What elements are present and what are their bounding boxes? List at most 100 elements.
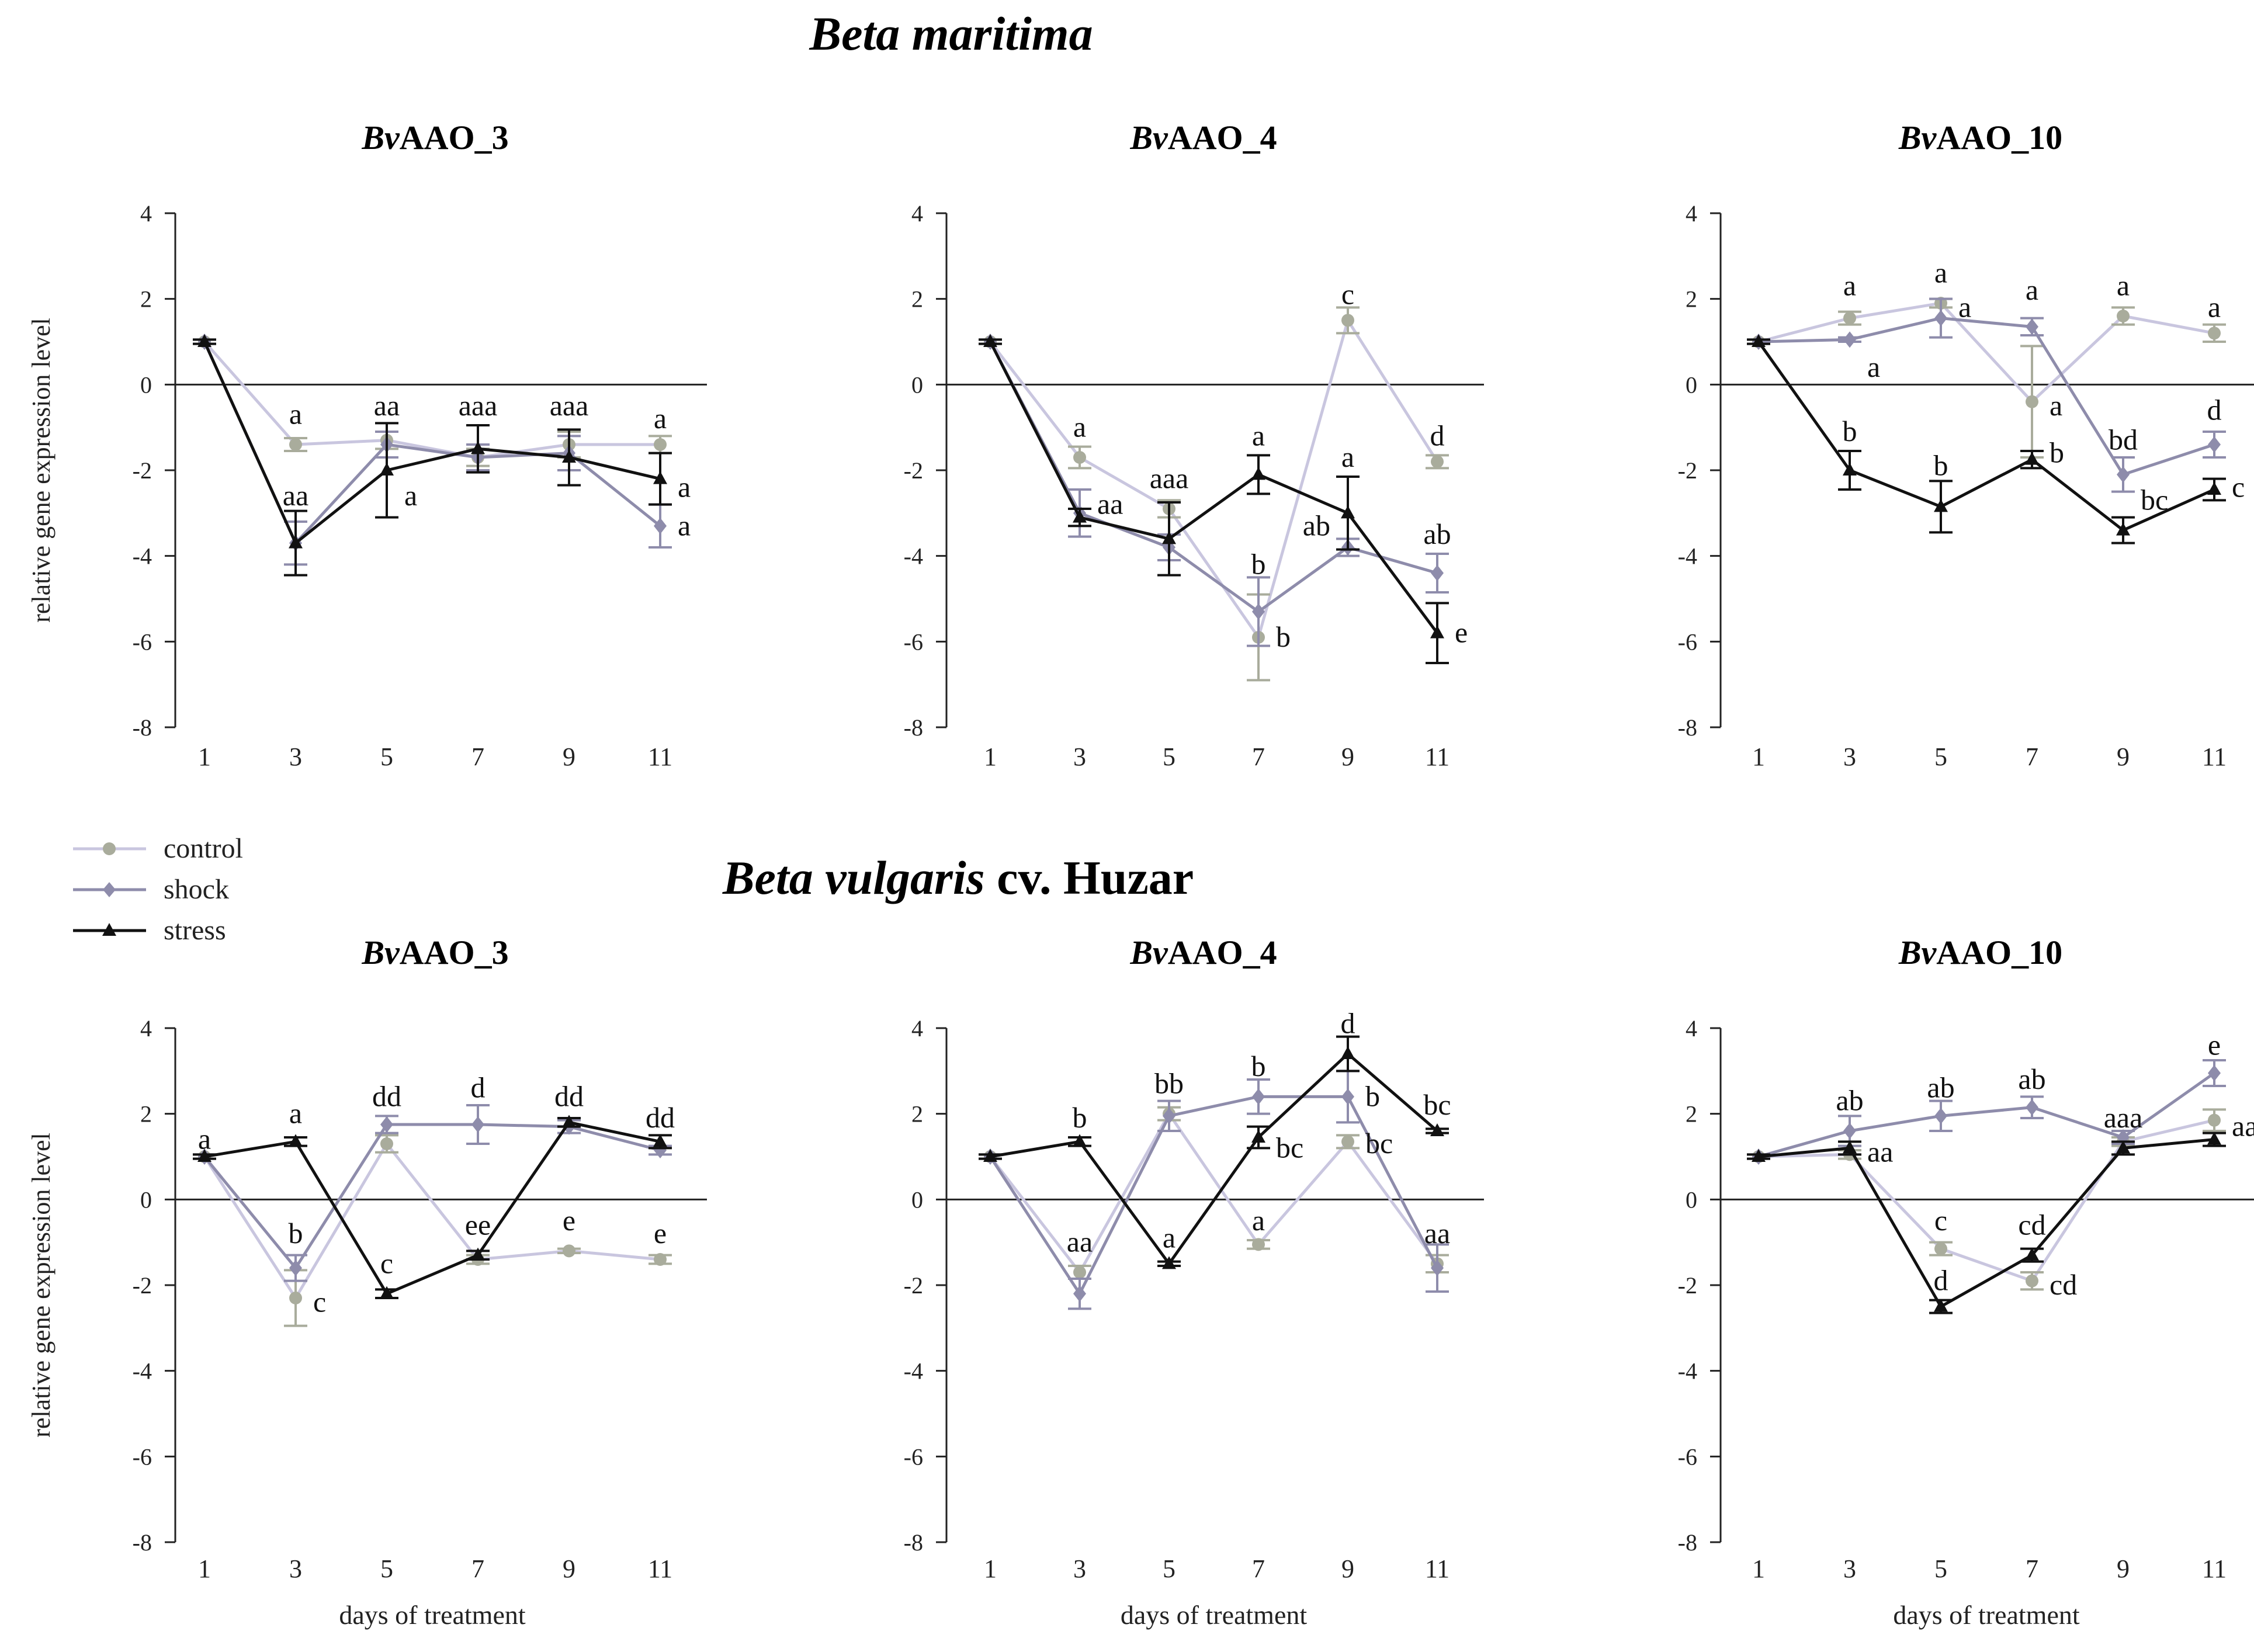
panel-title: BvAAO_4 [1129, 933, 1277, 971]
significance-label: ab [1927, 1071, 1954, 1104]
series-line-control [203, 1141, 661, 1301]
point-stress [1934, 499, 1948, 512]
point-control [2117, 310, 2130, 322]
significance-label: aa [1067, 1226, 1093, 1258]
x-tick-label: 5 [1934, 1554, 1947, 1583]
point-control [654, 1253, 667, 1266]
x-tick-label: 11 [648, 1554, 672, 1583]
significance-label: b [1251, 547, 1266, 580]
point-control [1073, 451, 1086, 464]
significance-label: a [2026, 273, 2038, 306]
point-stress [1073, 509, 1087, 523]
point-stress [2207, 482, 2221, 495]
significance-label: d [1341, 1007, 1355, 1040]
significance-label: a [1867, 350, 1880, 383]
point-control [380, 1137, 393, 1150]
significance-label: ee [465, 1208, 491, 1241]
point-shock [2208, 436, 2221, 453]
y-tick-label: -6 [133, 629, 152, 655]
significance-label: a [1341, 440, 1354, 473]
panel-title-rest: AAO_4 [1168, 933, 1277, 971]
y-tick-label: -8 [1678, 714, 1697, 741]
y-tick-label: 0 [140, 372, 152, 398]
y-tick-label: 0 [911, 372, 923, 398]
point-control [289, 438, 302, 451]
point-control [1431, 455, 1444, 468]
significance-label: aaa [550, 389, 589, 422]
series-line-stress [203, 341, 661, 546]
significance-label: a [2117, 269, 2130, 302]
significance-label: aaa [459, 389, 498, 422]
x-tick-label: 11 [1425, 742, 1450, 771]
point-shock [2026, 318, 2038, 335]
legend-item-control: control [73, 833, 243, 864]
point-control [1934, 1242, 1947, 1255]
point-shock [1252, 603, 1265, 620]
legend-label-shock: shock [164, 874, 229, 905]
significance-label: a [1073, 411, 1086, 443]
significance-label: bc [1365, 1127, 1393, 1160]
x-tick-label: 11 [2202, 742, 2227, 771]
x-tick-label: 5 [380, 742, 393, 771]
x-tick-label: 9 [2117, 742, 2130, 771]
significance-label: e [563, 1204, 575, 1237]
y-tick-label: 2 [140, 1101, 152, 1127]
panel-maritima-bvaao-3: BvAAO_3 4 2 0 -2 -4 -6 -8 1 3 5 7 9 11 relative gene e… [27, 119, 707, 771]
significance-label: a [1843, 269, 1856, 302]
point-stress [1843, 1140, 1857, 1154]
point-stress [197, 334, 211, 347]
series-line-stress [204, 1120, 661, 1296]
y-tick-label: 2 [1686, 286, 1697, 313]
significance-label: e [1455, 616, 1468, 649]
point-control [1843, 311, 1856, 325]
y-tick-label: 4 [911, 1015, 923, 1042]
y-tick-label: -2 [904, 457, 923, 484]
x-tick-label: 9 [563, 742, 575, 771]
point-control [654, 438, 667, 451]
panel-title: BvAAO_3 [361, 933, 508, 971]
panel-vulgaris-bvaao-3: BvAAO_3 4 2 0 -2 -4 -6 -8 1 3 5 7 9 11 relative gene e… [27, 933, 707, 1630]
y-axis-label: relative gene expression level [27, 318, 56, 623]
significance-label: a [289, 398, 302, 431]
y-tick-label: -2 [1678, 457, 1697, 484]
y-tick-label: 0 [1686, 372, 1697, 398]
point-shock [1934, 1108, 1947, 1125]
y-tick-label: -4 [904, 1358, 923, 1384]
y-tick-label: 4 [1686, 1015, 1697, 1042]
series-line-control [989, 317, 1439, 641]
y-tick-label: 4 [1686, 200, 1697, 227]
significance-label: dd [372, 1080, 401, 1112]
point-shock [1843, 1123, 1856, 1139]
significance-label: d [471, 1071, 486, 1104]
significance-label: a [1252, 1204, 1265, 1237]
significance-label: aa [374, 389, 400, 422]
series-line-stress [989, 341, 1439, 634]
panel-title-rest: AAO_3 [400, 119, 509, 157]
y-tick-label: -8 [133, 1529, 152, 1556]
y-tick-label: -8 [133, 714, 152, 741]
significance-label: bc [1276, 1131, 1303, 1164]
y-tick-label: -6 [904, 629, 923, 655]
x-tick-label: 7 [2026, 1554, 2038, 1583]
y-tick-label: -2 [904, 1272, 923, 1299]
point-shock [1843, 331, 1856, 348]
panel-title: BvAAO_4 [1129, 119, 1277, 157]
x-tick-label: 1 [1752, 1554, 1765, 1583]
significance-label: a [2050, 389, 2062, 422]
significance-label: ab [1423, 518, 1451, 550]
point-shock [1073, 1285, 1086, 1302]
significance-label: dd [554, 1080, 584, 1112]
y-tick-label: 0 [1686, 1186, 1697, 1213]
significance-label: e [2208, 1028, 2221, 1061]
x-tick-label: 7 [471, 742, 484, 771]
series-line-shock [989, 1095, 1439, 1297]
significance-label: c [1341, 277, 1354, 310]
point-shock [2117, 466, 2130, 483]
x-tick-label: 5 [1163, 742, 1175, 771]
significance-label: b [1073, 1101, 1087, 1134]
y-tick-label: -4 [133, 1358, 152, 1384]
y-tick-label: 0 [140, 1186, 152, 1213]
series-line-control [1758, 301, 2215, 404]
